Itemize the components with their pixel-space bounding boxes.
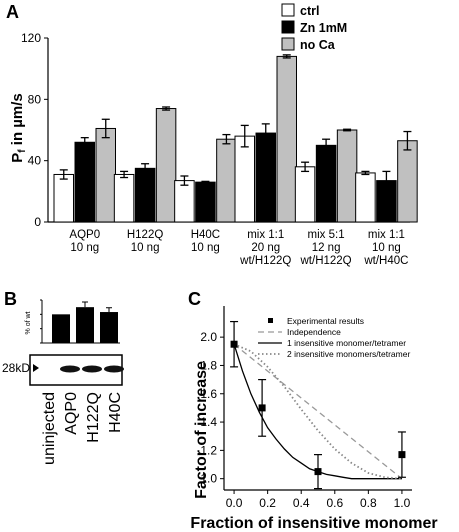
category-label: wt/H40C — [363, 255, 408, 267]
fit-line — [233, 343, 402, 480]
bar — [355, 172, 376, 223]
y-tick-label: 1.8 — [200, 358, 217, 372]
category-label: mix 1:1 — [247, 229, 284, 241]
chart-c-ylabel: Factor of increase — [193, 361, 210, 499]
blot-marker-label: 28kD — [2, 361, 30, 375]
legend-label: Zn 1mM — [300, 21, 347, 35]
panel-a-label: A — [6, 2, 19, 22]
bar — [174, 180, 195, 223]
legend-swatch — [281, 3, 295, 17]
chart-a-ylabel-rest: in µm/s — [9, 93, 26, 149]
bar — [113, 173, 135, 223]
category-label: H122Q — [127, 229, 163, 241]
legend-label: Independence — [287, 327, 341, 337]
y-tick-label: 1.2 — [200, 443, 217, 457]
bar — [276, 55, 297, 223]
bar — [255, 132, 276, 223]
blot-marker-arrow — [33, 364, 39, 372]
legend-label: Experimental results — [287, 316, 364, 326]
bar — [134, 167, 156, 223]
chart-c-points — [230, 320, 406, 490]
category-label: 10 ng — [70, 242, 99, 254]
legend-swatch — [281, 37, 295, 51]
chart-b-plot — [40, 299, 120, 344]
bar — [195, 181, 216, 223]
bar — [52, 314, 70, 343]
blot-band — [104, 365, 124, 373]
bar — [95, 127, 116, 223]
x-tick-label: 0.0 — [226, 496, 243, 510]
legend-label: 2 insensitive monomers/tetramer — [287, 349, 410, 359]
y-tick-label: 40 — [28, 154, 42, 168]
category-label: 10 ng — [191, 242, 220, 254]
y-tick-label: 80 — [28, 92, 42, 106]
category-label: 10 ng — [131, 242, 160, 254]
category-label: mix 1:1 — [368, 229, 405, 241]
data-point — [258, 404, 266, 412]
fit-line — [233, 343, 403, 480]
blot-band — [82, 365, 102, 373]
chart-c-axes: 1.0 1.2 1.4 1.6 1.8 2.0 0.0 0.2 0.4 0.6 0.8 1.0 — [200, 306, 412, 510]
blot-band — [60, 365, 80, 373]
bar — [216, 138, 237, 223]
chart-c: Factor of increase Fraction of insensiti… — [190, 306, 438, 532]
data-point — [314, 468, 322, 476]
x-tick-label: 0.6 — [326, 496, 343, 510]
panel-b-label: B — [4, 289, 17, 309]
data-point — [398, 451, 406, 459]
legend-swatch — [281, 20, 295, 34]
bar — [234, 135, 255, 223]
blot-lane-label: H40C — [107, 392, 124, 433]
legend-label: ctrl — [300, 4, 319, 18]
bar — [315, 144, 337, 223]
category-label: H40C — [191, 229, 220, 241]
x-tick-label: 0.2 — [259, 496, 276, 510]
chart-b-ylabel: % of wt — [25, 311, 32, 334]
chart-c-xlabel: Fraction of insensitive monomer — [190, 515, 437, 532]
bar — [53, 173, 74, 223]
bar — [294, 166, 316, 223]
legend-label: no Ca — [300, 38, 336, 52]
category-label: 20 ng — [251, 242, 280, 254]
bar — [155, 108, 177, 223]
blot-lane-label: uninjected — [41, 392, 58, 465]
x-tick-label: 1.0 — [394, 496, 411, 510]
chart-a-ylabel-sub: f — [17, 149, 28, 153]
x-tick-label: 0.4 — [293, 496, 310, 510]
y-tick-label: 1.0 — [200, 472, 217, 486]
legend-marker — [268, 318, 273, 323]
y-tick-label: 120 — [21, 31, 41, 45]
blot-lane-label: H122Q — [85, 392, 102, 443]
chart-b: % of wt 28kD uninjected AQP0 H122Q H40C — [2, 299, 124, 465]
x-tick-label: 0.8 — [360, 496, 377, 510]
chart-a-legend: ctrl Zn 1mM no Ca — [281, 3, 347, 52]
panel-c-label: C — [188, 289, 201, 309]
chart-a-ylabel-main: P — [9, 153, 26, 163]
y-tick-label: 2.0 — [200, 330, 217, 344]
bar — [100, 312, 118, 343]
category-label: wt/H122Q — [300, 255, 352, 267]
bar — [76, 307, 94, 343]
chart-a-ylabel: Pf in µm/s — [9, 93, 28, 163]
chart-a-bars — [53, 54, 418, 223]
data-point — [230, 340, 238, 348]
western-blot: 28kD uninjected AQP0 H122Q H40C — [2, 354, 124, 465]
bar — [336, 129, 358, 223]
y-tick-label: 1.4 — [200, 415, 217, 429]
blot-lane-label: AQP0 — [63, 392, 80, 435]
y-tick-label: 0 — [34, 215, 41, 229]
bar — [397, 140, 418, 223]
y-tick-label: 1.6 — [200, 387, 217, 401]
category-label: AQP0 — [69, 229, 100, 241]
bar — [74, 141, 95, 223]
category-label: wt/H122Q — [239, 255, 291, 267]
legend-label: 1 insensitive monomer/tetramer — [287, 338, 406, 348]
category-label: 10 ng — [372, 242, 401, 254]
category-label: mix 5:1 — [308, 229, 345, 241]
category-label: 12 ng — [312, 242, 341, 254]
